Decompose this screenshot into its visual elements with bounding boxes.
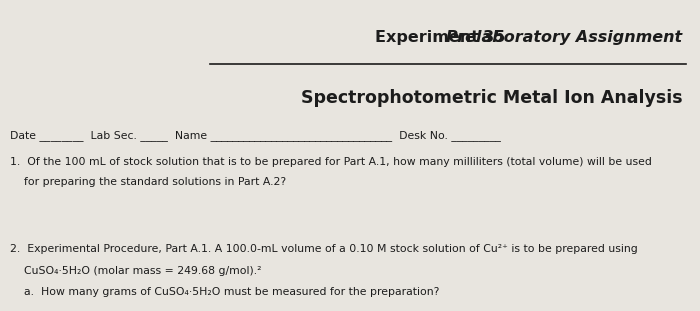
Text: 1.  Of the 100 mL of stock solution that is to be prepared for Part A.1, how man: 1. Of the 100 mL of stock solution that … — [10, 157, 652, 167]
Text: 2.  Experimental Procedure, Part A.1. A 100.0-mL volume of a 0.10 M stock soluti: 2. Experimental Procedure, Part A.1. A 1… — [10, 244, 638, 254]
Text: a.  How many grams of CuSO₄·5H₂O must be measured for the preparation?: a. How many grams of CuSO₄·5H₂O must be … — [10, 287, 440, 297]
Text: Date ________  Lab Sec. _____  Name _________________________________  Desk No. : Date ________ Lab Sec. _____ Name ______… — [10, 130, 501, 141]
Text: for preparing the standard solutions in Part A.2?: for preparing the standard solutions in … — [10, 177, 286, 187]
Text: CuSO₄·5H₂O (molar mass = 249.68 g/mol).²: CuSO₄·5H₂O (molar mass = 249.68 g/mol).² — [10, 266, 262, 276]
Text: Spectrophotometric Metal Ion Analysis: Spectrophotometric Metal Ion Analysis — [301, 89, 682, 107]
Text: Prelaboratory Assignment: Prelaboratory Assignment — [447, 30, 682, 45]
Text: 35: 35 — [483, 30, 511, 45]
Text: Experiment: Experiment — [374, 30, 484, 45]
